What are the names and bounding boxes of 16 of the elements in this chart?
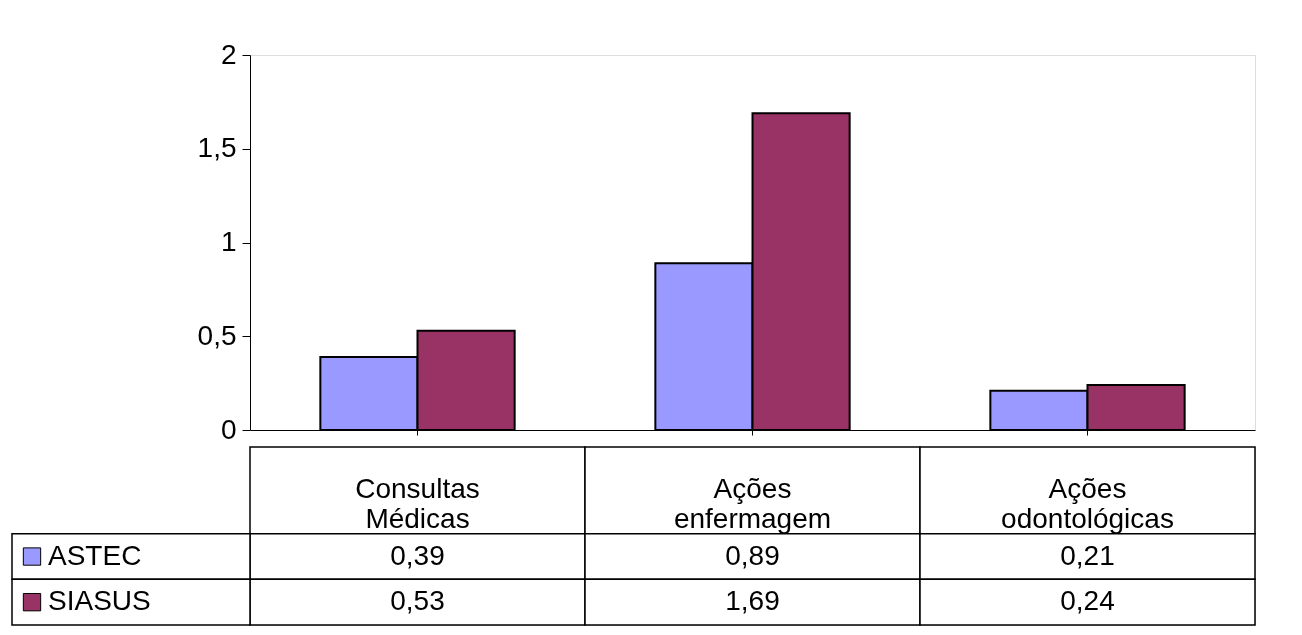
y-tick-label: 0 [220,413,237,445]
x-tick-label: Ações odontológicas [1001,473,1174,535]
y-tick-label: 0,5 [197,319,237,351]
data-label: 0,39 [390,539,445,571]
data-label: 0,53 [390,585,445,617]
data-label: 0,89 [725,539,780,571]
x-tick-label: Consultas Médicas [355,473,480,535]
legend-label: SIASUS [48,585,151,617]
y-tick-label: 2 [220,38,237,70]
data-label: 0,21 [1060,539,1115,571]
x-tick-label: Ações enfermagem [673,473,832,535]
y-tick-label: 1,5 [197,132,237,164]
data-label: 0,24 [1060,585,1115,617]
legend-label: ASTEC [48,539,142,571]
y-tick-label: 1 [220,226,237,257]
data-label: 1,69 [725,585,780,617]
